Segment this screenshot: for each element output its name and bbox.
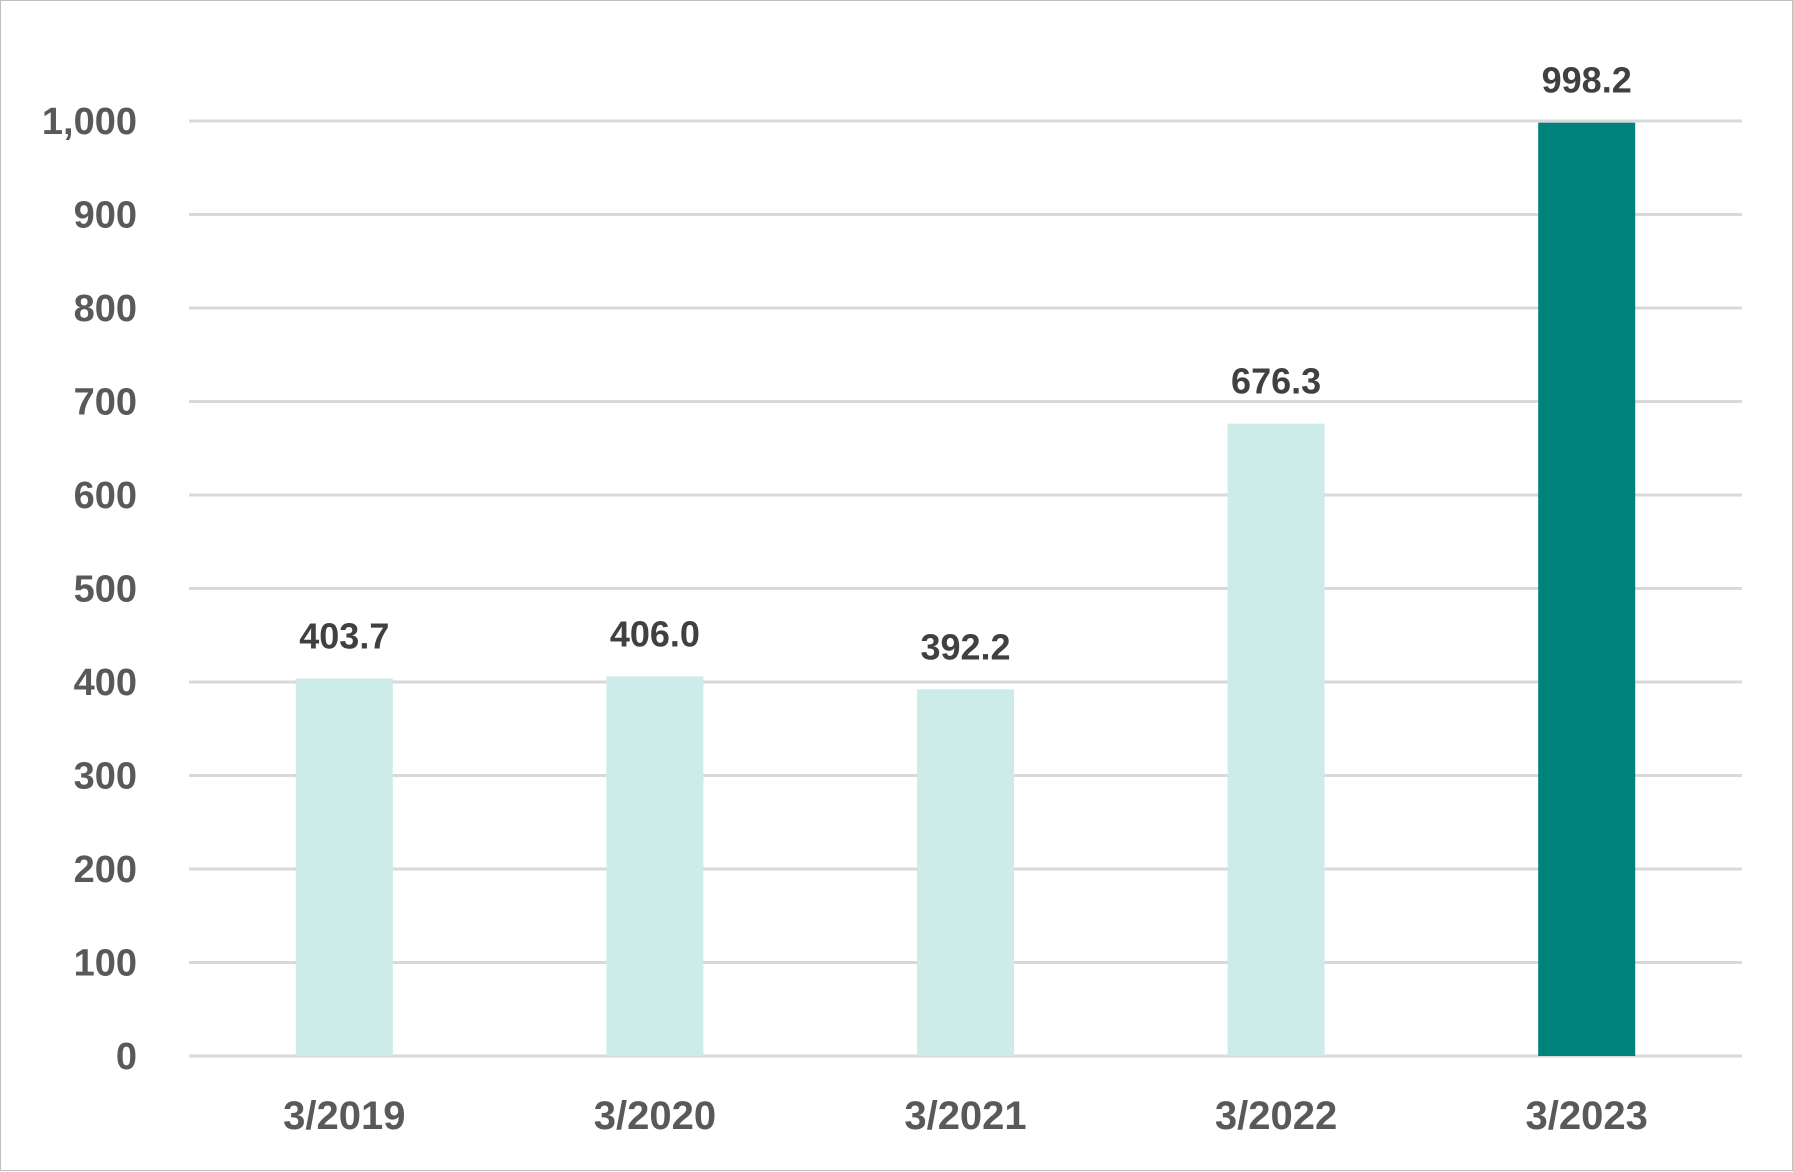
y-tick-label: 0 <box>116 1036 137 1078</box>
x-tick-label: 3/2023 <box>1526 1094 1648 1138</box>
x-axis-ticks: 3/2019 3/2020 3/2021 3/2022 3/2023 <box>283 1094 1648 1138</box>
y-tick-label: 1,000 <box>42 101 137 143</box>
data-label: 392.2 <box>920 626 1010 667</box>
y-tick-label: 800 <box>74 288 137 330</box>
y-axis-ticks: 0 100 200 300 400 500 600 700 800 900 1,000 <box>42 101 137 1078</box>
x-tick-label: 3/2020 <box>594 1094 716 1138</box>
bar <box>606 676 704 1056</box>
x-tick-label: 3/2019 <box>283 1094 405 1138</box>
gridlines <box>189 119 1742 1058</box>
x-tick-label: 3/2021 <box>904 1094 1026 1138</box>
data-labels: 403.7 406.0 392.2 676.3 998.2 <box>299 60 1631 668</box>
data-label: 403.7 <box>299 616 389 657</box>
bar <box>295 678 393 1056</box>
bar <box>1538 122 1636 1057</box>
y-tick-label: 500 <box>74 569 137 611</box>
y-tick-label: 100 <box>74 943 137 985</box>
x-tick-label: 3/2022 <box>1215 1094 1337 1138</box>
y-tick-label: 900 <box>74 195 137 237</box>
data-label: 406.0 <box>610 613 700 654</box>
y-tick-label: 700 <box>74 382 137 424</box>
y-tick-label: 200 <box>74 849 137 891</box>
bar <box>917 689 1014 1056</box>
data-label: 676.3 <box>1231 361 1321 402</box>
y-tick-label: 600 <box>74 475 137 517</box>
bar <box>1227 423 1325 1056</box>
y-tick-label: 300 <box>74 756 137 798</box>
bars <box>295 122 1636 1057</box>
y-tick-label: 400 <box>74 662 137 704</box>
data-label: 998.2 <box>1542 60 1632 101</box>
